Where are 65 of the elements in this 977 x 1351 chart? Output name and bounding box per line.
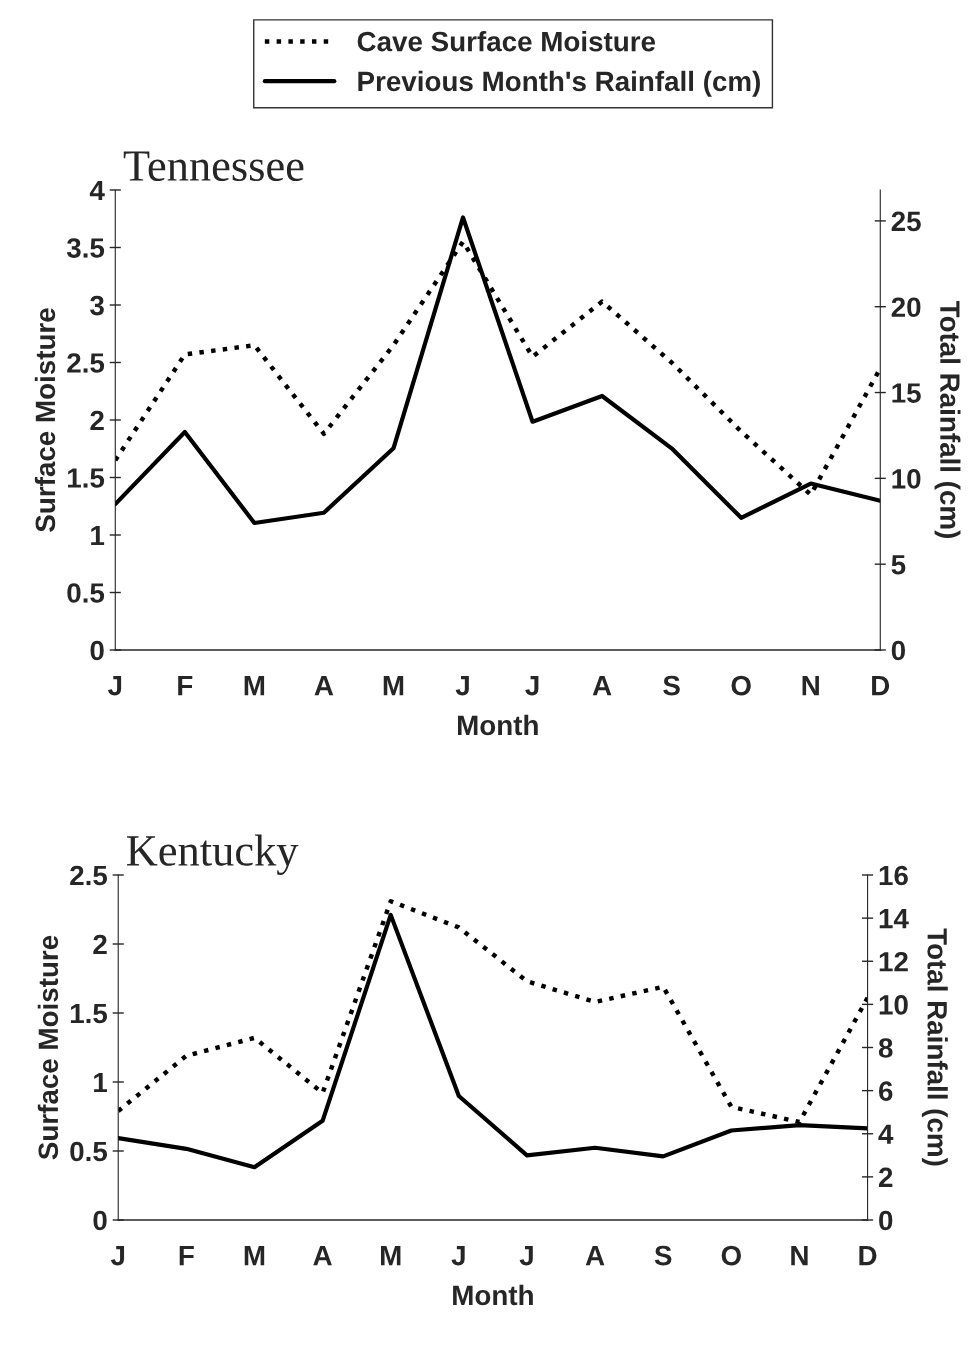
x-tick-label: J (110, 1246, 125, 1266)
y2-tick-label: 5 (891, 555, 906, 575)
x-tick-label: A (585, 1246, 605, 1266)
x-tick-label: S (663, 675, 680, 696)
y-tick-label: 0.5 (70, 1141, 108, 1162)
y2-tick-label: 12 (879, 951, 908, 972)
y-tick-label: 1 (91, 525, 105, 546)
x-tick-label: F (178, 676, 193, 696)
y2-tick-label: 20 (891, 297, 921, 318)
y-tick-label: 1.5 (70, 1003, 108, 1024)
x-tick-label: O (731, 675, 751, 696)
y2-axis-title: Total Rainfall (cm) (921, 928, 948, 1166)
x-axis-title: Month (453, 1284, 533, 1306)
x-tick-label: M (244, 1246, 265, 1266)
y2-tick-label: 10 (892, 469, 921, 489)
x-axis-title: Month (458, 714, 538, 736)
y-tick-label: 0 (93, 1210, 107, 1231)
legend-label: Previous Month's Rainfall (cm) (358, 70, 760, 97)
chart-title: Kentucky (126, 834, 299, 875)
x-tick-label: M (244, 676, 265, 696)
x-tick-label: F (179, 1246, 194, 1266)
x-tick-label: A (314, 676, 334, 696)
y-tick-label: 4 (89, 180, 105, 201)
x-tick-label: M (383, 676, 404, 696)
y-tick-label: 0 (90, 640, 104, 661)
y2-tick-label: 4 (878, 1124, 894, 1144)
y-tick-label: 0.5 (67, 583, 105, 603)
y-tick-label: 1 (94, 1072, 108, 1093)
x-tick-label: M (381, 1246, 401, 1266)
x-tick-label: D (859, 1246, 877, 1266)
y-tick-label: 2.5 (67, 353, 105, 373)
y-tick-label: 3.5 (66, 238, 105, 258)
line-series (115, 215, 881, 526)
x-tick-label: J (107, 676, 122, 696)
x-tick-label: J (455, 676, 469, 696)
x-tick-label: J (525, 676, 539, 696)
x-tick-label: J (519, 1246, 533, 1266)
y2-axis-title: Total Rainfall (cm) (934, 300, 961, 538)
x-tick-label: N (791, 1246, 808, 1266)
y2-tick-label: 10 (879, 995, 908, 1015)
y2-tick-label: 6 (879, 1081, 893, 1101)
y2-tick-label: 8 (878, 1038, 893, 1058)
y-axis-title: Surface Moisture (37, 935, 59, 1160)
y2-tick-label: 16 (879, 865, 908, 886)
y2-tick-label: 15 (892, 383, 921, 403)
y-tick-label: 2 (93, 934, 107, 955)
x-tick-label: A (313, 1246, 332, 1266)
y2-tick-label: 0 (879, 1210, 893, 1231)
y-axis-title: Surface Moisture (34, 308, 56, 532)
x-tick-label: J (451, 1246, 465, 1266)
y-tick-label: 3 (90, 295, 104, 316)
y-tick-label: 2.5 (70, 865, 108, 886)
x-tick-label: S (654, 1245, 672, 1266)
y2-tick-label: 2 (878, 1167, 893, 1187)
x-tick-label: N (802, 676, 819, 696)
legend-label: Cave Surface Moisture (357, 31, 656, 52)
x-tick-label: D (872, 676, 890, 696)
y2-tick-label: 25 (891, 211, 921, 232)
y2-tick-label: 14 (879, 909, 909, 929)
x-tick-label: O (721, 1245, 741, 1266)
y2-tick-label: 0 (891, 640, 905, 661)
y-tick-label: 2 (90, 410, 104, 431)
y-tick-label: 1.5 (68, 468, 105, 488)
x-tick-label: A (592, 676, 612, 696)
chart-title: Tennessee (123, 151, 304, 181)
